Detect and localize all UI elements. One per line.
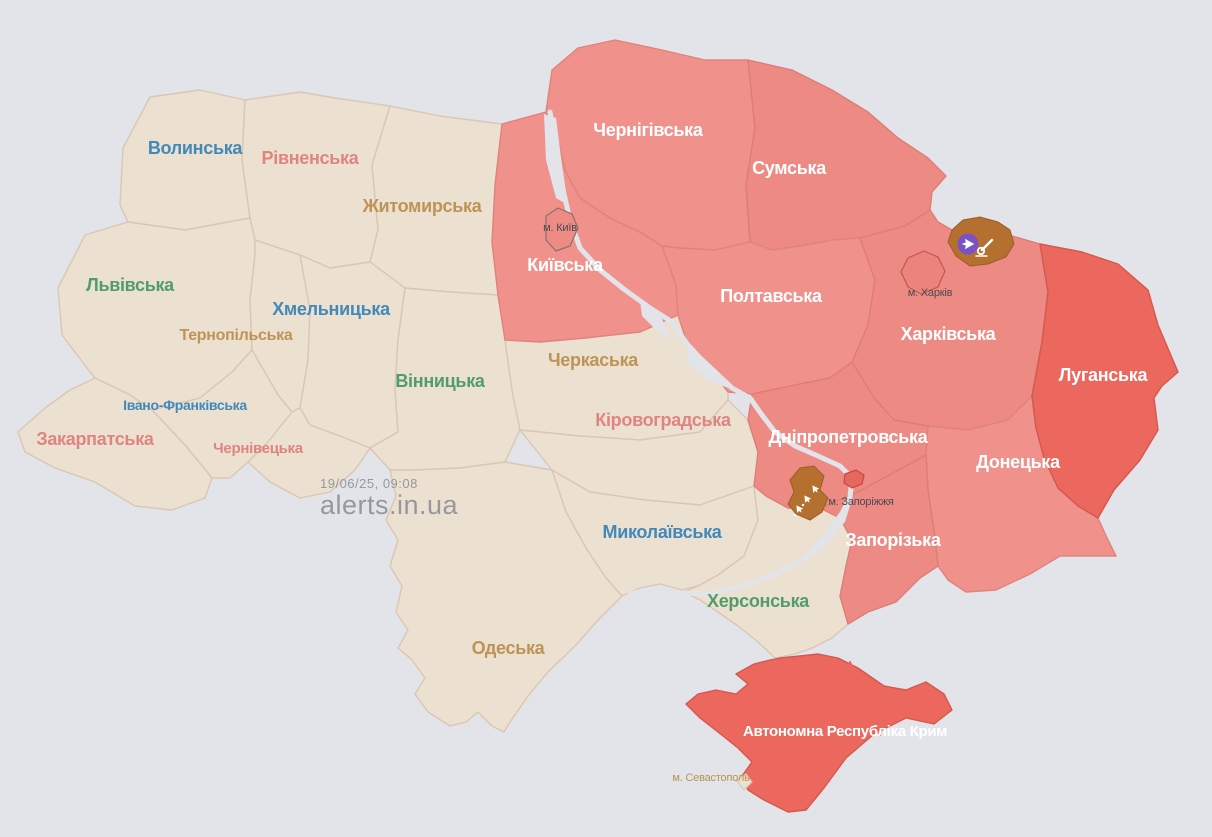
drone-glyph [796, 505, 804, 513]
region-label-zakarpatska: Закарпатська [36, 429, 155, 449]
city-kharkiv[interactable] [900, 250, 946, 295]
drone-glyph [812, 485, 820, 493]
city-label-sevastopol: м. Севастополь [672, 772, 750, 784]
region-label-kyivska: Київська [527, 255, 604, 275]
drone-glyph [804, 495, 812, 503]
region-label-zaporizka: Запорізька [845, 530, 941, 550]
city-zaporizhzhia[interactable] [843, 469, 865, 489]
city-label-kharkiv: м. Харків [908, 287, 953, 299]
watermark: 19/06/25, 09:08 alerts.in.ua [320, 476, 459, 521]
drone-dot [793, 513, 797, 517]
artillery-shelling-icon[interactable] [975, 238, 994, 257]
uav-threat-icon[interactable] [957, 233, 979, 255]
region-label-vinnytska: Вінницька [395, 371, 486, 391]
region-label-mykolaivska: Миколаївська [603, 522, 723, 542]
region-khmelnytska[interactable] [299, 254, 406, 449]
region-label-dnipropetrovska: Дніпропетровська [769, 427, 929, 447]
region-rivnenska[interactable] [241, 91, 391, 269]
region-label-luhanska: Луганська [1059, 365, 1149, 385]
city-kyiv[interactable] [545, 207, 579, 252]
watermark-timestamp: 19/06/25, 09:08 [320, 476, 418, 491]
region-label-khmelnytska: Хмельницька [272, 299, 391, 319]
region-luhanska[interactable] [1031, 243, 1179, 519]
region-label-chernivetska: Чернівецька [213, 440, 304, 457]
region-volynska[interactable] [119, 89, 251, 231]
region-odeska[interactable] [385, 461, 623, 733]
region-ivano-frankivska[interactable] [151, 349, 293, 479]
arabat-spit [848, 660, 882, 737]
drone-dot [801, 503, 805, 507]
dnipro-river [544, 109, 855, 597]
region-label-poltavska: Полтавська [720, 286, 823, 306]
region-label-lvivska: Львівська [86, 275, 175, 295]
region-label-khersonska: Херсонська [707, 591, 810, 611]
city-sevastopol[interactable] [735, 773, 753, 791]
region-label-cherkaska: Черкаська [548, 350, 639, 370]
region-zakarpatska[interactable] [17, 377, 213, 511]
drone-glyph [961, 238, 975, 250]
city-label-zaporizhzhia: м. Запоріжжя [828, 496, 894, 508]
region-label-donetska: Донецька [976, 452, 1061, 472]
region-label-ternopilska: Тернопільська [180, 327, 293, 344]
region-label-kirovohradska: Кіровоградська [595, 410, 732, 430]
watermark-brand: alerts.in.ua [320, 490, 459, 521]
region-label-ivano-frankivska: Івано-Франківська [123, 397, 247, 413]
uav-cluster-icon[interactable] [793, 483, 820, 517]
region-label-chernihivska: Чернігівська [593, 120, 703, 140]
region-label-rivnenska: Рівненська [262, 148, 360, 168]
region-label-kharkivska: Харківська [901, 324, 997, 344]
city-label-kyiv: м. Київ [543, 222, 577, 234]
region-label-odeska: Одеська [472, 638, 546, 658]
region-label-crimea: Автономна Республіка Крим [743, 723, 947, 740]
cannon-wheel [976, 246, 986, 256]
region-label-sumska: Сумська [752, 158, 827, 178]
region-label-volynska: Волинська [148, 138, 244, 158]
region-chernivetska[interactable] [247, 407, 371, 499]
region-label-zhytomyrska: Житомирська [362, 196, 483, 216]
region-crimea[interactable] [685, 653, 953, 813]
